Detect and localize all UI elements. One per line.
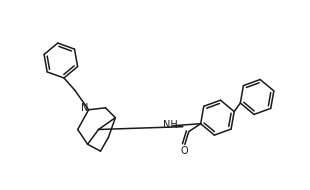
Text: NH: NH — [162, 120, 177, 130]
Text: O: O — [180, 146, 188, 156]
Text: N: N — [81, 103, 88, 113]
